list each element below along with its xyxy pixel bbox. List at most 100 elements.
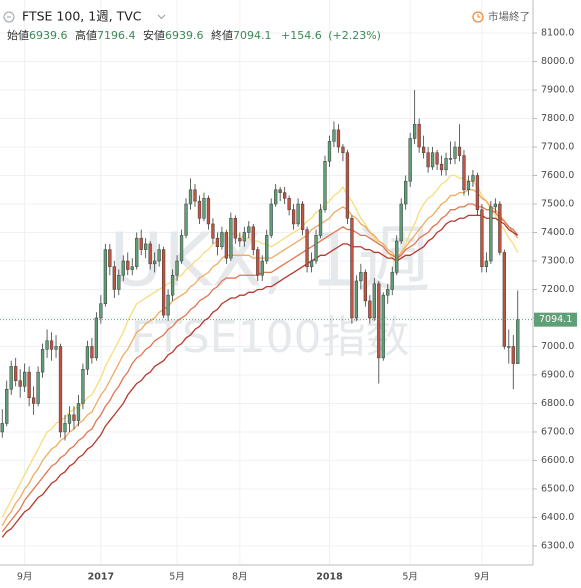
candle-body (72, 414, 76, 421)
candle-body (466, 180, 471, 191)
candle-body (121, 260, 125, 276)
candle-body (314, 235, 318, 262)
dropdown-arrow[interactable] (157, 14, 166, 20)
candle-body (359, 272, 363, 282)
candle-body (265, 235, 269, 262)
y-tick-label: 7000.0 (541, 341, 574, 352)
candle-body (498, 203, 502, 253)
candle-body (327, 141, 332, 162)
candle-body (444, 158, 448, 171)
candle-body (336, 129, 341, 148)
ribbon-line (1, 189, 519, 527)
candle-body (256, 249, 260, 276)
candle-body (395, 240, 399, 273)
candle-body (430, 152, 435, 168)
candle-body (108, 249, 112, 267)
x-tick-label: 2017 (88, 572, 114, 583)
ribbon-line (1, 214, 519, 538)
candle-body (507, 346, 511, 348)
candle-body (354, 280, 359, 319)
candle-body (5, 388, 9, 424)
candle-body (58, 346, 63, 433)
candle-body (283, 192, 287, 199)
x-tick-label: 9月 (474, 572, 490, 583)
candle-body (211, 223, 215, 239)
y-tick-label: 6700.0 (541, 426, 574, 437)
ohlc-label: 終値 (211, 28, 233, 42)
candle-body (63, 423, 67, 433)
ohlc-label: 高値 (75, 28, 97, 42)
ribbon-line (1, 203, 519, 533)
y-tick-label: 8100.0 (541, 28, 574, 39)
candle-body (161, 249, 166, 316)
ohlc-legend: 始値6939.6 高値7196.4 安値6939.6 終値7094.1 +154… (7, 28, 381, 42)
candle-body (502, 252, 506, 347)
candle-body (220, 232, 224, 247)
y-tick-label: 7300.0 (541, 255, 574, 266)
candle-body (148, 243, 152, 265)
y-tick-label: 7700.0 (541, 142, 574, 153)
symbol[interactable]: FTSE 100, 1週, TVC (22, 9, 142, 24)
candle-body (27, 371, 31, 399)
ohlc-label: 始値 (7, 28, 29, 42)
candle-body (480, 209, 484, 267)
candle-body (291, 209, 296, 225)
candle-body (197, 200, 202, 219)
candle-body (238, 237, 242, 242)
candle-body (421, 146, 426, 153)
candle-body (193, 189, 197, 202)
candle-body (462, 155, 466, 191)
candle-body (296, 203, 300, 225)
candle-body (144, 243, 148, 250)
candle-body (453, 146, 457, 159)
y-tick-label: 6500.0 (541, 483, 574, 494)
candle-body (179, 235, 184, 262)
candle-body (215, 237, 220, 247)
candle-body (18, 380, 22, 387)
header: FTSE 100, 1週, TVC 始値6939.6 高値7196.4 安値69… (3, 9, 530, 42)
candle-body (229, 218, 233, 259)
x-tick-label: 9月 (17, 572, 33, 583)
change-pct: (+2.23%) (328, 29, 381, 42)
candle-body (300, 203, 305, 230)
ohlc-value: 7196.4 (97, 29, 136, 42)
x-tick-label: 2018 (316, 572, 343, 583)
candle-body (49, 340, 54, 350)
candle-body (130, 266, 134, 270)
ribbon-line (1, 174, 519, 518)
candle-body (94, 317, 99, 359)
status-icon (472, 11, 484, 23)
candle-body (153, 260, 157, 265)
last-price-label: 7094.1 (539, 314, 572, 325)
candle-body (377, 283, 381, 359)
candle-body (260, 260, 264, 276)
candle-body (40, 349, 45, 373)
change: +154.6 (281, 29, 322, 42)
symbol-icon (3, 11, 15, 23)
candle-body (269, 203, 273, 236)
y-tick-label: 6400.0 (541, 512, 574, 523)
candle-body (0, 423, 4, 433)
candle-body (386, 289, 390, 296)
y-tick-label: 6900.0 (541, 369, 574, 380)
candle-body (511, 346, 515, 364)
candle-body (489, 206, 493, 262)
y-tick-label: 6800.0 (541, 398, 574, 409)
candle-body (448, 158, 453, 160)
candle-body (247, 226, 251, 233)
candle-body (188, 189, 193, 205)
x-tick-label: 8月 (232, 572, 248, 583)
candle-body (413, 123, 417, 139)
candle-body (426, 152, 430, 168)
candle-body (323, 161, 327, 210)
candle-body (90, 346, 94, 359)
candle-body (457, 146, 462, 156)
y-tick-label: 7900.0 (541, 85, 574, 96)
candle-body (381, 294, 385, 359)
last-price-tag (534, 312, 577, 327)
candle-body (14, 366, 18, 381)
time-axis-panel (0, 565, 581, 588)
candle-body (54, 346, 58, 350)
